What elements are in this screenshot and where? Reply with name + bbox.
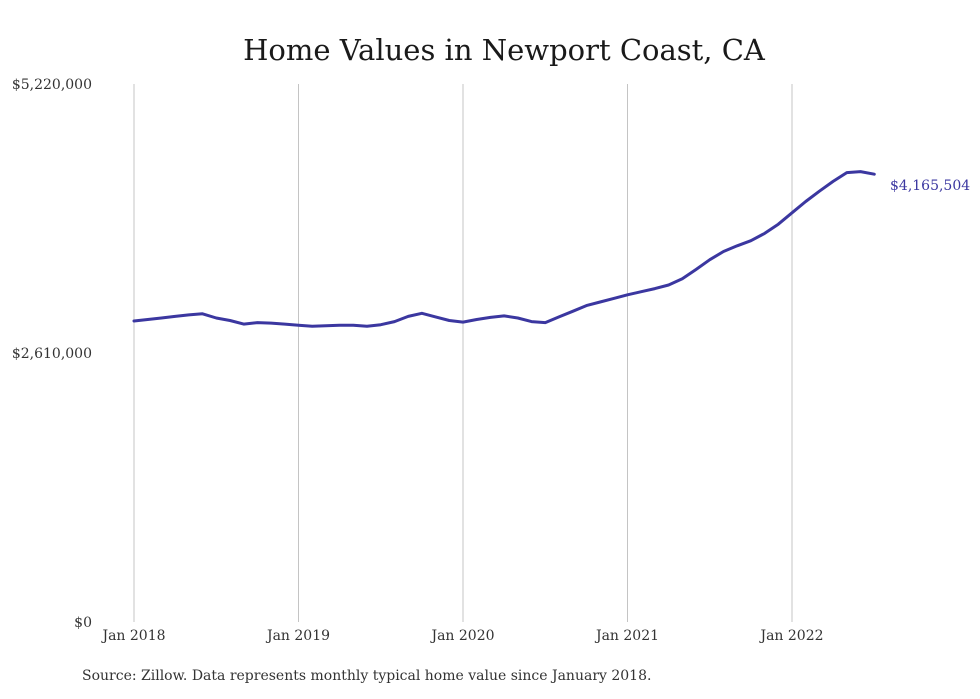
x-tick-label: Jan 2021 bbox=[594, 628, 659, 644]
gridlines bbox=[133, 84, 793, 622]
x-axis-tick-labels: Jan 2018 Jan 2019 Jan 2020 Jan 2021 Jan 2022 bbox=[100, 628, 823, 644]
x-tick-label: Jan 2018 bbox=[100, 628, 165, 644]
y-tick-label: $0 bbox=[74, 615, 92, 631]
series-line-home-value bbox=[132, 170, 876, 328]
end-value-label: $4,165,504 bbox=[890, 178, 970, 194]
y-tick-label: $5,220,000 bbox=[12, 77, 92, 93]
x-tick-label: Jan 2019 bbox=[265, 628, 330, 644]
x-tick-label: Jan 2022 bbox=[758, 628, 823, 644]
x-tick-label: Jan 2020 bbox=[429, 628, 494, 644]
chart-title: Home Values in Newport Coast, CA bbox=[243, 33, 766, 67]
y-tick-label: $2,610,000 bbox=[12, 346, 92, 362]
y-axis-tick-labels: $5,220,000 $2,610,000 $0 bbox=[12, 77, 92, 631]
source-note: Source: Zillow. Data represents monthly … bbox=[82, 668, 652, 684]
